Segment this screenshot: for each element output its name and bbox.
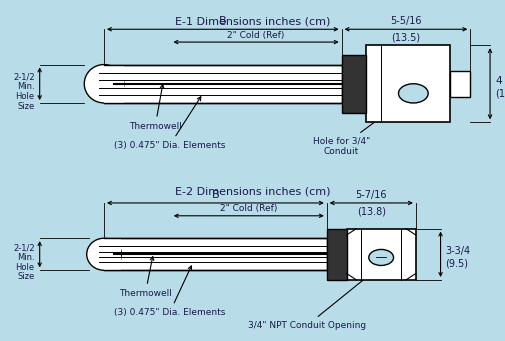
Text: Min.: Min. <box>17 253 35 262</box>
Bar <box>104 238 121 270</box>
Text: 2-1/2: 2-1/2 <box>13 243 35 252</box>
Text: Hole: Hole <box>16 92 35 101</box>
Text: Size: Size <box>18 272 35 281</box>
Text: (13.5): (13.5) <box>391 32 421 43</box>
Bar <box>104 238 327 270</box>
Ellipse shape <box>84 64 124 103</box>
Ellipse shape <box>87 238 121 270</box>
Bar <box>450 71 470 97</box>
Text: (3) 0.475" Dia. Elements: (3) 0.475" Dia. Elements <box>114 266 225 317</box>
Text: (3) 0.475" Dia. Elements: (3) 0.475" Dia. Elements <box>114 97 225 150</box>
Text: E-2 Dimensions inches (cm): E-2 Dimensions inches (cm) <box>175 187 330 197</box>
Text: B: B <box>219 16 227 26</box>
Text: E-1 Dimensions inches (cm): E-1 Dimensions inches (cm) <box>175 16 330 27</box>
Bar <box>346 228 416 280</box>
Text: Min.: Min. <box>17 83 35 91</box>
Text: (13.8): (13.8) <box>357 206 386 216</box>
Text: Hole for 3/4"
Conduit: Hole for 3/4" Conduit <box>313 96 410 156</box>
Text: (9.5): (9.5) <box>445 259 469 269</box>
Bar <box>104 64 124 103</box>
Text: 3-3/4: 3-3/4 <box>445 246 471 256</box>
Text: Size: Size <box>18 102 35 111</box>
Bar <box>366 45 450 122</box>
Text: (10): (10) <box>495 88 505 98</box>
Text: Hole: Hole <box>16 263 35 271</box>
Text: B: B <box>212 190 219 200</box>
Text: 3/4" NPT Conduit Opening: 3/4" NPT Conduit Opening <box>248 268 378 330</box>
Text: 5-7/16: 5-7/16 <box>356 190 387 200</box>
Text: 2-1/2: 2-1/2 <box>13 73 35 82</box>
Bar <box>104 64 341 103</box>
Bar <box>341 55 366 113</box>
Bar <box>327 228 346 280</box>
Circle shape <box>369 250 393 265</box>
Text: Thermowell: Thermowell <box>119 256 172 298</box>
Text: 4: 4 <box>495 76 501 86</box>
Text: 5-5/16: 5-5/16 <box>390 16 422 26</box>
Text: Thermowell: Thermowell <box>129 85 182 131</box>
Text: 2" Cold (Ref): 2" Cold (Ref) <box>227 30 285 40</box>
Text: 2" Cold (Ref): 2" Cold (Ref) <box>220 204 277 213</box>
Circle shape <box>398 84 428 103</box>
